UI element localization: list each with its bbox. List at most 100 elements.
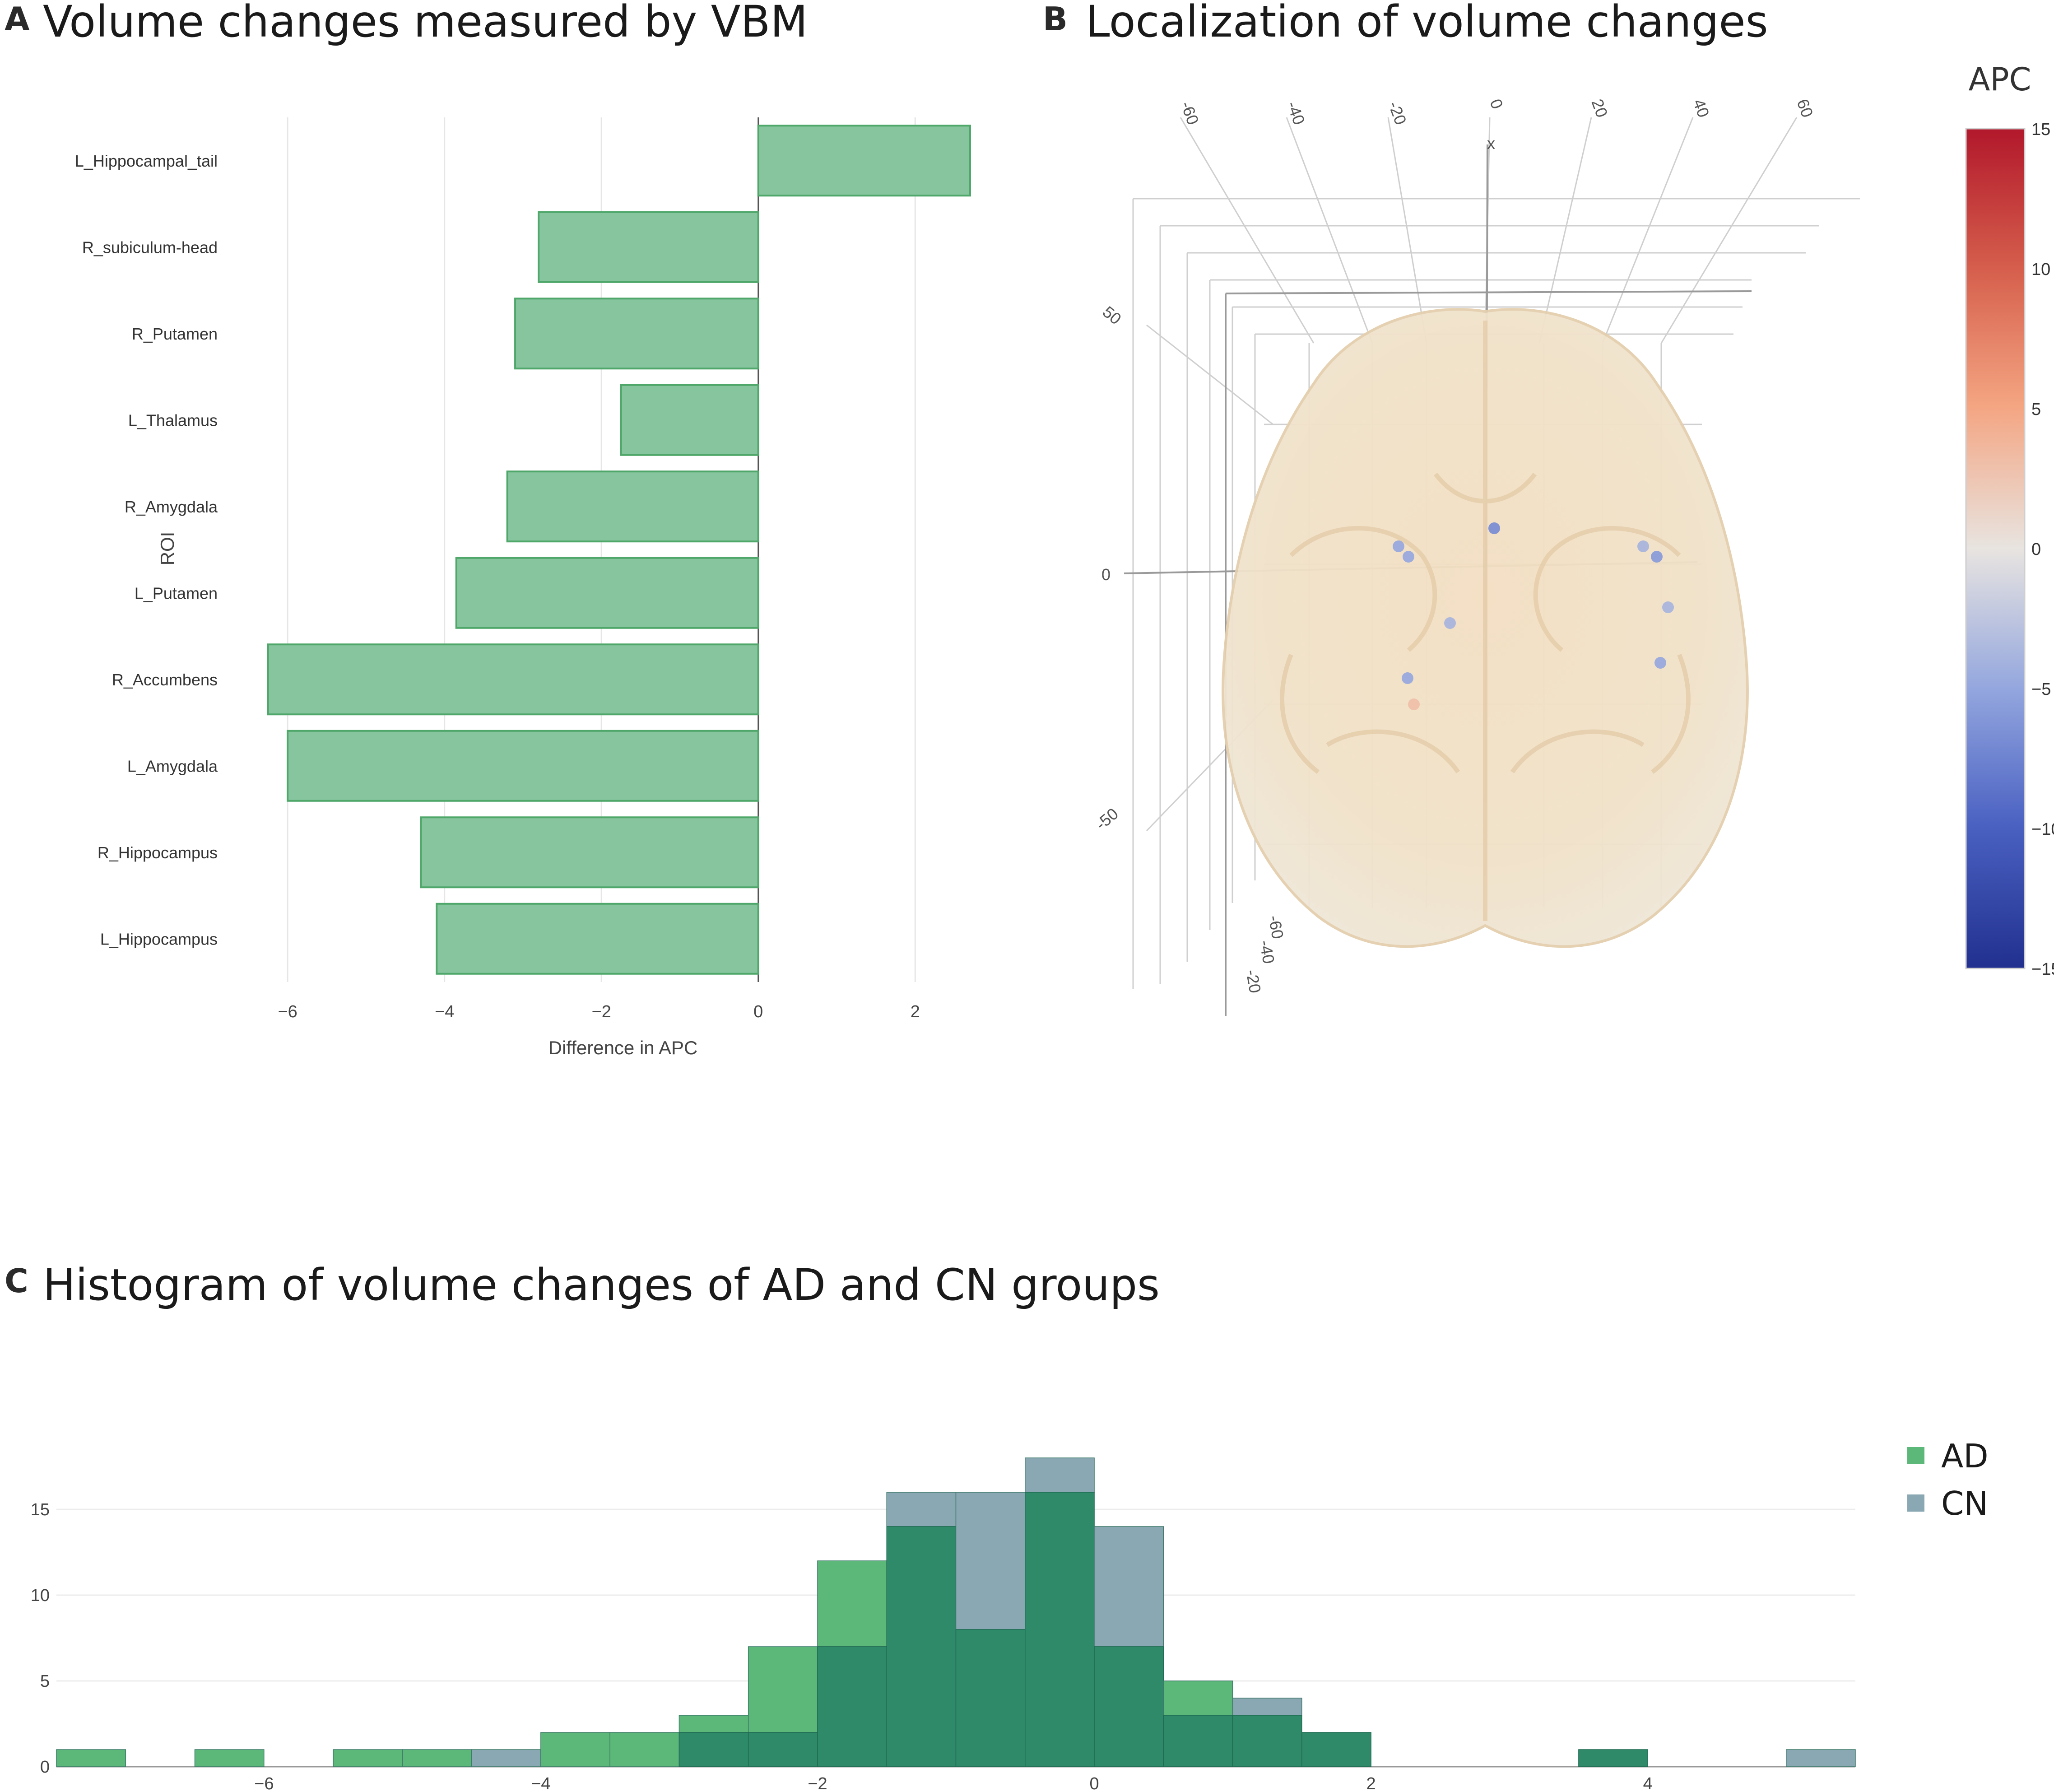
colorbar-title: APC [1969,61,2031,98]
top-axis-tick: -40 [1283,99,1308,127]
legend-swatch-ad [1907,1447,1924,1464]
y-tick-label: 5 [40,1672,50,1691]
x-axis-title: Difference in APC [548,1037,698,1058]
histogram-bar-overlap [817,1646,887,1767]
roi-label: R_Amygdala [125,498,218,516]
roi-label: R_Accumbens [112,670,218,689]
roi-label: L_Putamen [135,584,218,602]
apc-point [1654,657,1666,669]
histogram-bar-ad [817,1560,887,1647]
colorbar-tick: −15 [2031,960,2054,979]
apc-point [1402,672,1413,684]
bar-r-amygdala [506,470,759,543]
histogram-bar-overlap [1094,1646,1164,1767]
histogram-bar-overlap [748,1732,818,1767]
y-tick-label: 0 [40,1758,50,1777]
x-axis-label: x [1487,134,1495,153]
top-axis-tick: 60 [1793,97,1817,120]
roi-label: L_Hippocampus [100,930,218,948]
x-tick-label: 2 [911,1002,920,1021]
bar-r-hippocampus [420,816,759,889]
x-tick-label: −2 [592,1002,611,1021]
apc-point [1488,522,1500,534]
panel-b-title: Localization of volume changes [1086,0,1768,47]
colorbar-tick: −5 [2031,680,2051,699]
histogram-bar-overlap [1301,1732,1371,1767]
bar-l-amygdala [287,730,759,802]
histogram-bar-overlap [1578,1749,1648,1767]
colorbar [1965,128,2026,969]
histogram-bar-overlap [886,1526,957,1767]
legend: AD CN [1907,1437,1989,1522]
bar-l-hippocampal-tail [757,125,971,197]
roi-label: L_Hippocampal_tail [75,152,218,170]
histogram-bar-cn [1094,1526,1164,1647]
histogram-bar-ad [56,1749,126,1767]
top-axis-tick: -60 [1177,99,1202,127]
x-tick-label: 2 [1366,1774,1376,1792]
roi-label: R_Hippocampus [98,843,218,862]
panel-b-letter: B [1043,0,1068,38]
histogram-bar-cn [1785,1749,1856,1767]
roi-label: R_subiculum-head [82,238,218,256]
roi-label: L_Amygdala [127,757,218,775]
apc-point [1444,617,1456,629]
colorbar-tick: 10 [2031,260,2050,279]
bar-l-putamen [455,557,759,629]
legend-swatch-cn [1907,1494,1924,1512]
histogram-bar-cn [1232,1698,1302,1716]
left-axis-tick: 50 [1099,303,1125,328]
histogram-bar-cn [955,1492,1026,1630]
histogram-bar-overlap [1163,1715,1233,1767]
bottom-axis-tick: -20 [1242,968,1264,994]
brain-localization-plot: x -60 -40 -20 0 20 40 60 500-50 -60-40-20 APC … [1092,61,2054,1016]
legend-label-cn: CN [1941,1485,1988,1522]
histogram-bar-cn [886,1492,957,1527]
roi-label: R_Putamen [132,325,218,343]
apc-point [1651,551,1663,563]
x-tick-label: 0 [1089,1774,1099,1792]
colorbar-tick: 5 [2031,400,2041,419]
bottom-axis-tick: -40 [1256,939,1278,965]
bottom-axis-tick: -60 [1265,914,1287,940]
histogram-bar-ad [609,1732,680,1767]
y-axis-title: ROI [157,532,178,566]
histogram-bar-ad [1163,1680,1233,1716]
left-axis-tick: 0 [1101,565,1111,584]
panel-c-title: Histogram of volume changes of AD and CN… [43,1260,1160,1310]
ad-cn-histogram: 0 5 10 15 −6 −4 −2 0 2 4 AD CN [31,1437,1989,1792]
apc-point [1393,540,1404,552]
top-axis-tick: 20 [1588,97,1611,120]
x-tick-label: −4 [435,1002,454,1021]
apc-point [1403,551,1414,563]
y-tick-label: 10 [31,1586,50,1605]
x-tick-label: −6 [278,1002,297,1021]
colorbar-tick: −10 [2031,820,2054,839]
x-tick-label: −2 [808,1774,827,1792]
bar-r-putamen [514,298,759,370]
vbm-bar-chart: L_Hippocampal_tail R_subiculum-head R_Puta… [75,117,971,1058]
bar-r-subiculum-head [538,211,759,283]
histogram-bar-cn [471,1749,541,1767]
histogram-bar-overlap [1025,1492,1095,1767]
y-tick-label: 15 [31,1500,50,1519]
histogram-bar-ad [333,1749,403,1767]
top-axis-tick: 0 [1486,97,1506,112]
panel-c-letter: C [5,1262,28,1300]
panel-a-title: Volume changes measured by VBM [43,0,808,47]
histogram-bar-overlap [678,1732,749,1767]
apc-point [1408,698,1420,710]
apc-point [1637,540,1649,552]
x-tick-label: 0 [753,1002,763,1021]
apc-points [1393,522,1674,710]
histogram-bar-overlap [955,1629,1026,1767]
histogram-bar-ad [402,1749,472,1767]
roi-label: L_Thalamus [128,411,218,429]
colorbar-tick: 15 [2031,120,2050,139]
bar-l-hippocampus [436,903,759,975]
x-tick-label: −6 [254,1774,274,1792]
panel-a-letter: A [5,0,30,38]
x-tick-label: 4 [1643,1774,1653,1792]
x-tick-label: −4 [531,1774,550,1792]
legend-label-ad: AD [1941,1437,1989,1475]
